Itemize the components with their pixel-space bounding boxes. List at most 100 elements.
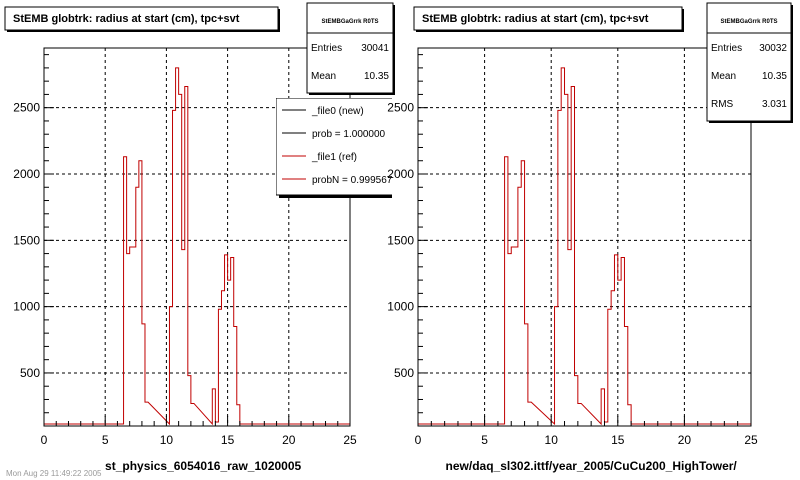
y-tick-label: 2000	[13, 167, 40, 181]
stats-label: Mean	[311, 71, 336, 82]
histogram-bin	[188, 376, 191, 424]
histogram-panel-2: 0 5 10 15 20 25 500 1000 1500 2000 2500 StEMB globt…	[387, 2, 793, 473]
histogram-bin	[601, 389, 604, 424]
stats-value: 10.35	[762, 71, 787, 82]
y-tick-label: 1500	[387, 233, 414, 247]
histogram-bin	[234, 327, 237, 424]
title-box	[413, 6, 683, 31]
stats-label: RMS	[711, 99, 734, 110]
x-axis-label: new/daq_sl302.ittf/year_2005/CuCu200_Hig…	[446, 459, 738, 473]
histogram-bin	[508, 254, 511, 424]
stats-value: 3.031	[762, 99, 787, 110]
stats-label: Entries	[711, 43, 742, 54]
histogram-bin	[221, 291, 224, 424]
histogram-bin	[145, 402, 148, 424]
stats-header: StEMBGaGrrk R0TS	[321, 19, 378, 25]
histogram-bin	[561, 68, 564, 424]
x-tick-label: 25	[343, 433, 357, 447]
histogram-bin	[231, 258, 234, 424]
histogram-bin	[182, 250, 185, 424]
histogram-bin	[225, 255, 228, 424]
histogram-bin	[558, 110, 561, 424]
histogram-bin	[608, 309, 611, 424]
histogram-bin	[515, 247, 518, 424]
histogram-bin	[571, 86, 574, 424]
histogram-bin	[173, 110, 176, 424]
histogram-bin	[624, 327, 627, 424]
histogram-bin	[179, 94, 182, 424]
histogram-bin	[578, 403, 581, 424]
x-tick-label: 0	[41, 433, 48, 447]
histogram-bin	[185, 86, 188, 424]
histogram-bin	[521, 161, 524, 424]
stats-label: Mean	[711, 71, 736, 82]
histogram-bin	[505, 157, 508, 424]
x-tick-label: 5	[102, 433, 109, 447]
x-tick-label: 10	[160, 433, 174, 447]
y-tick-label: 500	[20, 366, 40, 380]
histogram-bin	[176, 68, 179, 424]
x-tick-label: 5	[481, 433, 488, 447]
stats-value: 30041	[361, 43, 389, 54]
histogram-bin	[528, 402, 531, 424]
footer-timestamp: Mon Aug 29 11:49:22 2005	[6, 469, 102, 478]
histogram-bin	[568, 250, 571, 424]
x-axis-label: st_physics_6054016_raw_1020005	[105, 459, 301, 473]
x-tick-label: 20	[678, 433, 692, 447]
legend-entry-label: prob = 1.000000	[312, 129, 386, 140]
legend: _file0 (new) prob = 1.000000 _file1 (ref) p…	[276, 98, 393, 198]
histogram-bin	[618, 280, 621, 424]
histogram-bin	[130, 247, 133, 424]
chart-title: StEMB globtrk: radius at start (cm), tpc…	[13, 13, 240, 25]
stats-label: Entries	[311, 43, 342, 54]
stats-value: 10.35	[364, 71, 389, 82]
histogram-bin	[191, 403, 194, 424]
histogram-bin	[611, 291, 614, 424]
histogram-bin	[127, 254, 130, 424]
y-tick-label: 1000	[387, 300, 414, 314]
histogram-series-ref	[44, 67, 350, 426]
plot-frame	[43, 47, 351, 427]
histogram-bin	[565, 94, 568, 424]
histogram-bin	[212, 389, 215, 424]
x-tick-label: 0	[415, 433, 422, 447]
stats-header: StEMBGaGrrk R0TS	[720, 19, 777, 25]
y-tick-label: 2500	[387, 101, 414, 115]
histogram-bin	[142, 324, 145, 424]
x-tick-label: 15	[221, 433, 235, 447]
stats-box	[706, 2, 792, 122]
histogram-bin	[133, 247, 136, 424]
histogram-bin	[218, 309, 221, 424]
histogram-bin	[228, 280, 231, 424]
x-tick-label: 10	[545, 433, 559, 447]
title-box	[4, 6, 279, 31]
histogram-bin	[136, 187, 139, 424]
histogram-series-ref	[418, 67, 751, 426]
histogram-bin	[169, 307, 172, 424]
histogram-bin	[555, 307, 558, 424]
x-tick-label: 25	[744, 433, 758, 447]
y-tick-label: 2500	[13, 101, 40, 115]
legend-entry-label: _file1 (ref)	[311, 152, 357, 163]
y-tick-label: 1000	[13, 300, 40, 314]
x-tick-label: 20	[282, 433, 296, 447]
chart-title: StEMB globtrk: radius at start (cm), tpc…	[422, 13, 649, 25]
y-tick-label: 500	[394, 366, 414, 380]
y-tick-label: 1500	[13, 233, 40, 247]
legend-entry-label: _file0 (new)	[311, 106, 364, 117]
histogram-bin	[511, 247, 514, 424]
stats-value: 30032	[759, 43, 787, 54]
histogram-bin	[139, 161, 142, 424]
histogram-bin	[621, 258, 624, 424]
x-tick-label: 15	[611, 433, 625, 447]
stats-box	[306, 2, 394, 94]
y-tick-label: 2000	[387, 167, 414, 181]
plot-frame	[417, 47, 752, 427]
histogram-bin	[575, 376, 578, 424]
histogram-bin	[124, 157, 127, 424]
histogram-panel-1: 0 5 10 15 20 25 500 1000 1500 2000 2500 StEMB globt…	[4, 2, 395, 473]
legend-entry-label: probN = 0.999567	[312, 175, 393, 186]
histogram-bin	[525, 324, 528, 424]
histogram-bin	[614, 255, 617, 424]
